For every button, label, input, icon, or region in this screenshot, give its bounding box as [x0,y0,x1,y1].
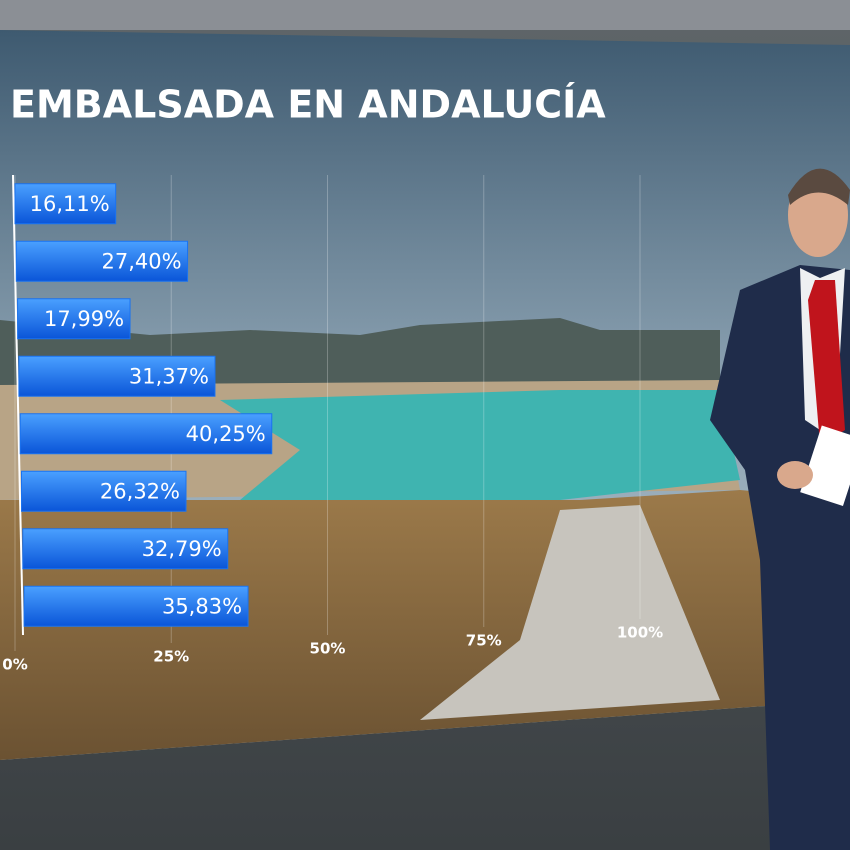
path [420,505,720,720]
x-tick-label: 75% [466,632,502,650]
x-tick-label: 100% [617,624,663,642]
studio-ceiling [0,0,850,30]
plot-area: 0% 25% 50% 75% 100% 16,11% 27,40% 17,99% 31,37% 4… [2,174,663,674]
value-label: 17,99% [44,307,124,331]
value-label: 27,40% [101,249,181,273]
bar [14,183,117,225]
axis-line [12,174,24,636]
bar [19,413,273,455]
bar [21,470,187,512]
bar [17,298,131,340]
x-tick-label: 50% [310,640,346,658]
presenter [710,168,850,850]
value-label: 32,79% [142,537,222,561]
value-label: 40,25% [186,422,266,446]
x-tick-label: 25% [153,648,189,666]
bar [15,240,189,282]
value-label: 31,37% [129,364,209,388]
value-label: 16,11% [30,192,110,216]
chart-title: EMBALSADA EN ANDALUCÍA [10,83,606,127]
bar [23,585,249,627]
x-tick-label: 0% [2,656,27,674]
value-label: 35,83% [162,594,242,618]
reservoir [220,390,740,500]
bar [18,355,216,397]
value-label: 26,32% [100,479,180,503]
bar [22,528,229,570]
